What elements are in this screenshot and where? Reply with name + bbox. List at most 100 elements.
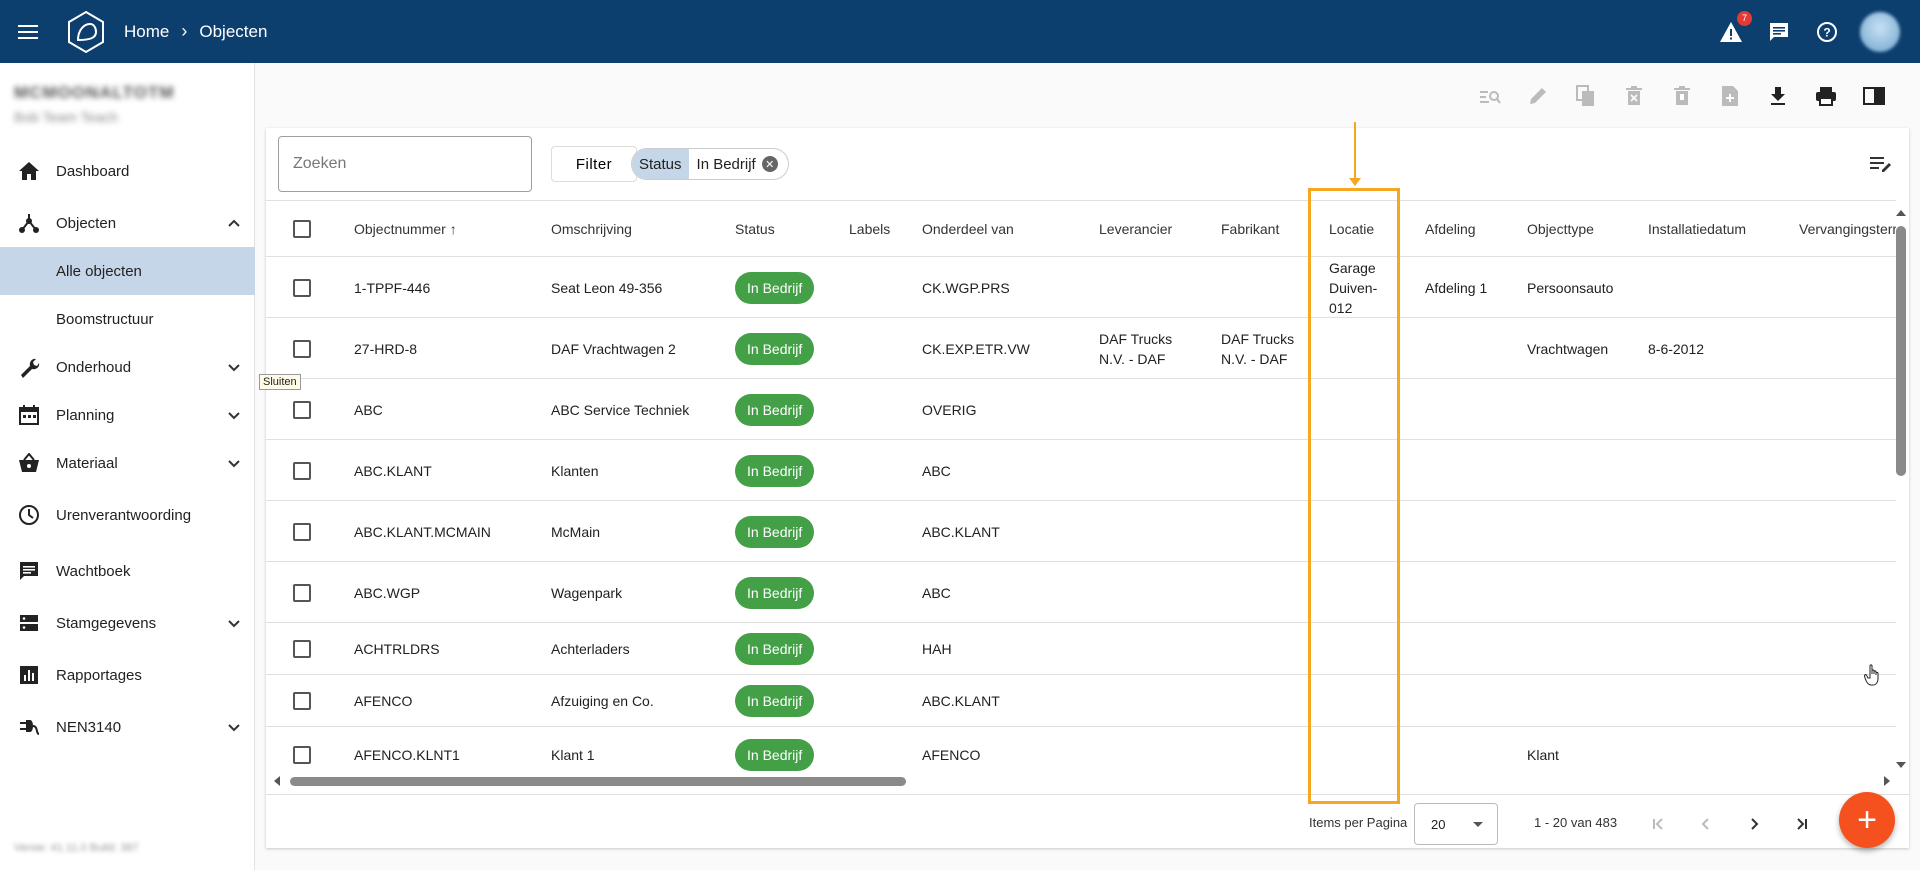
column-header-objectnummer[interactable]: Objectnummer ↑	[354, 221, 457, 237]
column-header-locatie[interactable]: Locatie	[1329, 221, 1375, 237]
filter-button[interactable]: Filter	[551, 146, 637, 182]
search-detail-button[interactable]	[1472, 78, 1508, 114]
column-header-objecttype[interactable]: Objecttype	[1527, 221, 1594, 237]
items-per-page-select[interactable]: 20	[1414, 803, 1498, 845]
row-checkbox[interactable]	[293, 522, 311, 541]
close-icon[interactable]: ✕	[761, 156, 778, 172]
column-header-installatiedatum[interactable]: Installatiedatum	[1648, 221, 1747, 237]
sidebar-item-onderhoud[interactable]: Onderhoud	[0, 343, 255, 391]
table-row[interactable]: ABC.KLANT Klanten In Bedrijf ABC	[266, 440, 1896, 501]
table-row[interactable]: 27-HRD-8 DAF Vrachtwagen 2 In Bedrijf CK.EX…	[266, 318, 1896, 379]
table-row[interactable]: ACHTRLDRS Achterladers In Bedrijf HAH	[266, 623, 1896, 675]
table-row[interactable]: AFENCO.KLNT1 Klant 1 In Bedrijf AFENCO Klant	[266, 727, 1896, 772]
cell-omschrijving: Wagenpark	[551, 562, 622, 623]
column-header-omschrijving[interactable]: Omschrijving	[551, 221, 632, 237]
sidebar-item-urenverantwoording[interactable]: Urenverantwoording	[0, 491, 255, 539]
sidebar-item-boomstructuur[interactable]: Boomstructuur	[0, 295, 255, 343]
delete-button[interactable]	[1616, 78, 1652, 114]
scroll-down-icon[interactable]	[1895, 760, 1907, 770]
column-header-afdeling[interactable]: Afdeling	[1425, 221, 1476, 237]
cell-status: In Bedrijf	[735, 727, 815, 772]
print-button[interactable]	[1808, 78, 1844, 114]
table-row[interactable]: ABC.WGP Wagenpark In Bedrijf ABC	[266, 562, 1896, 623]
column-header-vervangingstermijn[interactable]: Vervangingsterm	[1799, 221, 1896, 237]
previous-page-button[interactable]	[1690, 808, 1722, 840]
sidebar-item-objecten[interactable]: Objecten	[0, 199, 255, 247]
vertical-scrollbar[interactable]	[1895, 208, 1907, 770]
breadcrumb-home[interactable]: Home	[124, 21, 170, 41]
search-input[interactable]	[278, 136, 532, 192]
column-settings-icon[interactable]	[1867, 150, 1893, 176]
row-checkbox[interactable]	[293, 640, 311, 658]
row-checkbox[interactable]	[293, 461, 311, 480]
cell-fabrikant-text: DAF Trucks N.V. - DAF	[1221, 330, 1295, 367]
table-row[interactable]: ABC.KLANT.MCMAIN McMain In Bedrijf ABC.KLAN…	[266, 501, 1896, 562]
row-checkbox[interactable]	[293, 278, 311, 297]
help-button[interactable]: ?	[1812, 17, 1842, 47]
table-row[interactable]: ABC ABC Service Techniek In Bedrijf OVERIG	[266, 379, 1896, 440]
scroll-left-icon[interactable]	[272, 774, 282, 788]
column-header-status[interactable]: Status	[735, 221, 775, 237]
row-checkbox[interactable]	[293, 339, 311, 358]
sidebar-item-rapportages[interactable]: Rapportages	[0, 651, 255, 699]
cell-omschrijving-text: McMain	[551, 523, 601, 540]
cell-locatie-text: Garage Duiven-012	[1329, 259, 1378, 316]
delete-icon	[1626, 86, 1642, 105]
table-row[interactable]: AFENCO Afzuiging en Co. In Bedrijf ABC.KLAN…	[266, 675, 1896, 727]
cell-locatie	[1329, 675, 1389, 727]
scroll-up-icon[interactable]	[1895, 208, 1907, 218]
chevron-right-icon	[1751, 818, 1759, 830]
first-page-button[interactable]	[1642, 808, 1674, 840]
last-page-button[interactable]	[1786, 808, 1818, 840]
panel-button[interactable]	[1856, 78, 1892, 114]
edit-button[interactable]	[1520, 78, 1556, 114]
cell-omschrijving: Seat Leon 49-356	[551, 257, 662, 318]
first-page-icon	[1653, 818, 1663, 830]
row-checkbox[interactable]	[293, 583, 311, 602]
cell-locatie	[1329, 440, 1389, 501]
cell-omschrijving: Achterladers	[551, 623, 630, 675]
sidebar-item-label: NEN3140	[56, 718, 122, 736]
zoom-list-icon	[1480, 91, 1501, 104]
row-checkbox[interactable]	[293, 692, 311, 710]
sidebar-item-stamgegevens[interactable]: Stamgegevens	[0, 599, 255, 647]
row-checkbox[interactable]	[293, 400, 311, 419]
alert-button[interactable]: 7	[1716, 10, 1752, 47]
next-page-button[interactable]	[1738, 808, 1770, 840]
messages-button[interactable]	[1764, 17, 1794, 47]
add-object-button[interactable]: +	[1839, 792, 1895, 848]
column-header-leverancier[interactable]: Leverancier	[1099, 221, 1173, 237]
scrollbar-thumb[interactable]	[1896, 226, 1906, 476]
objects-table: Objectnummer ↑ Omschrijving Status Label…	[266, 200, 1896, 772]
sort-asc-icon: ↑	[449, 221, 457, 237]
sidebar-item-nen3140[interactable]: NEN3140	[0, 703, 255, 751]
sidebar-item-wachtboek[interactable]: Wachtboek	[0, 547, 255, 595]
new-document-button[interactable]	[1712, 78, 1748, 114]
hamburger-menu-icon[interactable]	[14, 18, 42, 46]
avatar[interactable]	[1860, 11, 1900, 52]
chevron-down-icon	[228, 724, 240, 732]
scroll-right-icon[interactable]	[1882, 774, 1892, 788]
cell-omschrijving: DAF Vrachtwagen 2	[551, 318, 676, 379]
status-filter-chip[interactable]: Status In Bedrijf ✕	[631, 148, 789, 180]
cell-afdeling-text: Afdeling 1	[1425, 279, 1488, 296]
column-header-fabrikant[interactable]: Fabrikant	[1221, 221, 1280, 237]
cell-objectnummer: ABC.WGP	[354, 562, 420, 623]
horizontal-scrollbar[interactable]	[272, 774, 1892, 788]
copy-button[interactable]	[1568, 78, 1604, 114]
download-button[interactable]	[1760, 78, 1796, 114]
sidebar-item-materiaal[interactable]: Materiaal	[0, 439, 255, 487]
sidebar-item-planning[interactable]: Planning	[0, 391, 255, 439]
sidebar-item-dashboard[interactable]: Dashboard	[0, 147, 255, 195]
sidebar-item-alle-objecten[interactable]: Alle objecten	[0, 247, 255, 295]
column-header-labels[interactable]: Labels	[849, 221, 891, 237]
select-all-checkbox[interactable]	[293, 220, 311, 238]
items-per-page-label: Items per Pagina	[1309, 815, 1408, 830]
cell-leverancier	[1099, 562, 1199, 623]
table-row[interactable]: 1-TPPF-446 Seat Leon 49-356 In Bedrijf CK.W…	[266, 257, 1896, 318]
archive-button[interactable]	[1664, 78, 1700, 114]
row-checkbox[interactable]	[293, 746, 311, 764]
app-logo[interactable]	[66, 10, 106, 54]
scrollbar-thumb[interactable]	[290, 777, 906, 786]
column-header-onderdeel-van[interactable]: Onderdeel van	[922, 221, 1014, 237]
